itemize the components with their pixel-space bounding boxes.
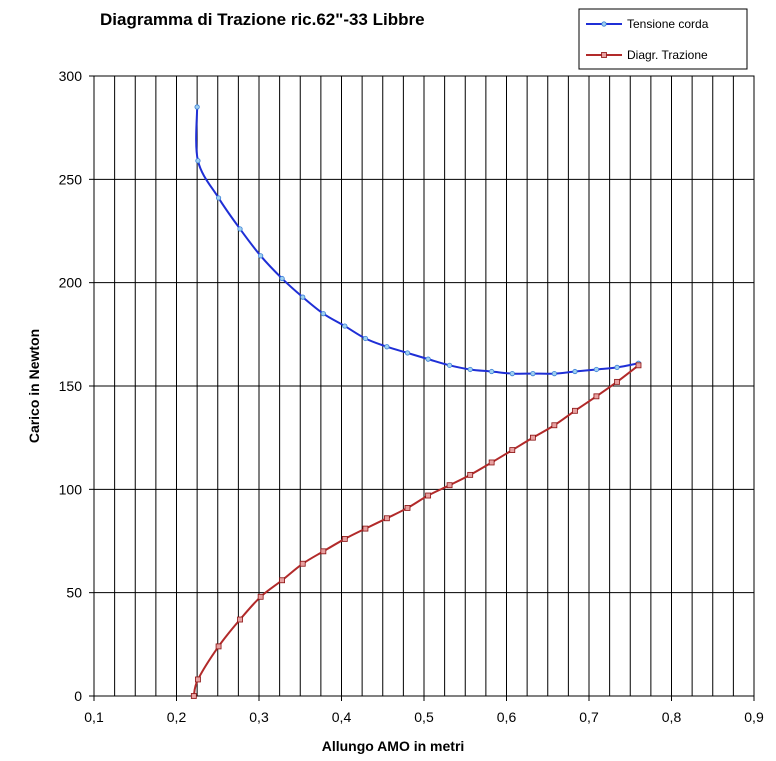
y-tick-label: 100 [59, 481, 83, 497]
data-point-square [530, 434, 536, 441]
data-point-square [404, 505, 411, 511]
data-point-square [551, 422, 558, 429]
data-point-square [362, 525, 369, 532]
legend-marker-square [601, 52, 607, 58]
x-axis-label: Allungo AMO in metri [322, 738, 465, 754]
series-line-2 [192, 364, 640, 697]
y-axis-label: Carico in Newton [26, 329, 42, 443]
data-point-square [320, 548, 327, 555]
grid [94, 76, 754, 696]
data-point-square [509, 447, 516, 453]
y-tick-label: 0 [74, 688, 82, 704]
data-point-circle [342, 323, 348, 329]
legend-marker-circle [601, 21, 607, 27]
data-point-circle [593, 366, 600, 373]
data-point-square [593, 393, 600, 400]
y-tick-label: 300 [59, 68, 83, 84]
data-point-square [572, 407, 578, 414]
data-point-square [279, 577, 286, 584]
data-point-circle [194, 104, 200, 110]
y-axis-ticks: 0 50 100 150 200 250 300 [59, 68, 94, 704]
x-tick-label: 0,2 [167, 709, 187, 725]
data-point-circle [614, 364, 620, 370]
data-point-square [425, 492, 432, 499]
data-point-circle [320, 311, 326, 317]
data-point-square [488, 459, 495, 466]
data-point-circle [384, 344, 390, 350]
data-point-square [195, 676, 201, 683]
data-point-circle [530, 370, 536, 377]
data-point-square [237, 616, 243, 623]
data-point-circle [237, 226, 243, 232]
y-tick-label: 50 [66, 585, 82, 601]
x-tick-label: 0,4 [332, 709, 352, 725]
data-point-circle [404, 350, 411, 356]
legend-box [578, 8, 748, 70]
y-tick-label: 150 [59, 378, 83, 394]
data-point-circle [300, 294, 306, 300]
data-point-circle [446, 362, 453, 368]
data-point-circle [572, 368, 578, 375]
chart-title: Diagramma di Trazione ric.62"-33 Libbre [100, 10, 425, 29]
data-point-circle [425, 356, 431, 362]
data-point-circle [258, 253, 264, 259]
data-point-square [614, 378, 620, 385]
data-point-square [446, 482, 453, 489]
y-tick-label: 250 [59, 171, 83, 187]
series-group [190, 104, 642, 699]
data-point-square [299, 560, 306, 567]
x-tick-label: 0,6 [497, 709, 517, 725]
data-point-circle [279, 275, 285, 282]
data-point-circle [195, 158, 201, 164]
y-tick-label: 200 [59, 275, 83, 291]
data-point-circle [362, 335, 369, 342]
data-point-square [190, 693, 197, 699]
legend-label: Tensione corda [627, 17, 709, 31]
x-tick-label: 0,8 [662, 709, 682, 725]
series-line-1 [195, 106, 639, 375]
x-tick-label: 0,5 [414, 709, 434, 725]
data-point-circle [467, 366, 473, 373]
x-tick-label: 0,3 [249, 709, 269, 725]
x-tick-label: 0,1 [84, 709, 104, 725]
legend: Tensione corda Diagr. Trazione [578, 8, 748, 70]
data-point-square [215, 643, 222, 650]
legend-label: Diagr. Trazione [627, 48, 708, 62]
x-axis-ticks: 0,1 0,2 0,3 0,4 0,5 0,6 0,7 0,8 0,9 [84, 696, 764, 725]
data-point-circle [215, 195, 222, 201]
data-point-square [341, 536, 348, 542]
data-point-circle [551, 370, 557, 377]
data-point-square [467, 471, 474, 478]
data-point-circle [489, 368, 495, 375]
x-tick-label: 0,7 [579, 709, 599, 725]
data-point-square [635, 362, 642, 369]
data-point-square [257, 593, 264, 600]
x-tick-label: 0,9 [744, 709, 764, 725]
data-point-circle [509, 370, 515, 377]
data-point-square [383, 515, 390, 522]
